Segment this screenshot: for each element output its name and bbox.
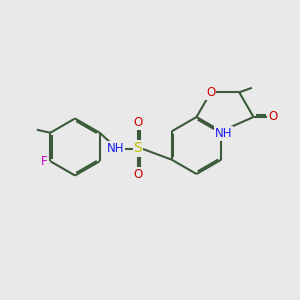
Text: NH: NH xyxy=(107,142,124,155)
Text: F: F xyxy=(40,155,47,168)
Text: O: O xyxy=(206,86,215,99)
Text: NH: NH xyxy=(215,127,232,140)
Text: O: O xyxy=(134,167,142,181)
Text: O: O xyxy=(134,116,142,130)
Text: O: O xyxy=(268,110,278,124)
Text: S: S xyxy=(134,142,142,155)
